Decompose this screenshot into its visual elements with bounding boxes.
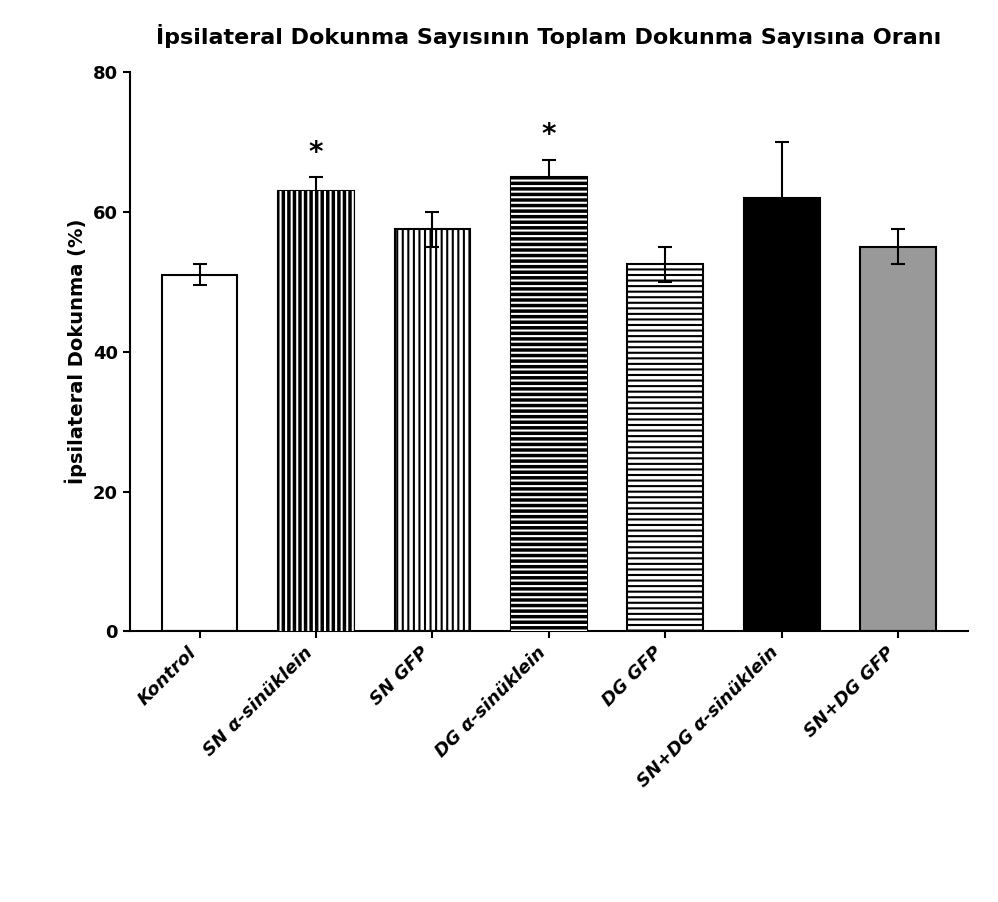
- Bar: [628, 264, 704, 631]
- Bar: [511, 177, 587, 631]
- Bar: [860, 247, 936, 631]
- Bar: [511, 177, 587, 631]
- Bar: [394, 229, 470, 631]
- Bar: [162, 275, 238, 631]
- Bar: [278, 191, 354, 631]
- Bar: [744, 198, 819, 631]
- Bar: [278, 191, 354, 631]
- Title: İpsilateral Dokunma Sayısının Toplam Dokunma Sayısına Oranı: İpsilateral Dokunma Sayısının Toplam Dok…: [157, 24, 941, 49]
- Y-axis label: İpsilateral Dokunma (%): İpsilateral Dokunma (%): [65, 219, 87, 484]
- Text: *: *: [542, 121, 556, 149]
- Text: *: *: [308, 139, 323, 167]
